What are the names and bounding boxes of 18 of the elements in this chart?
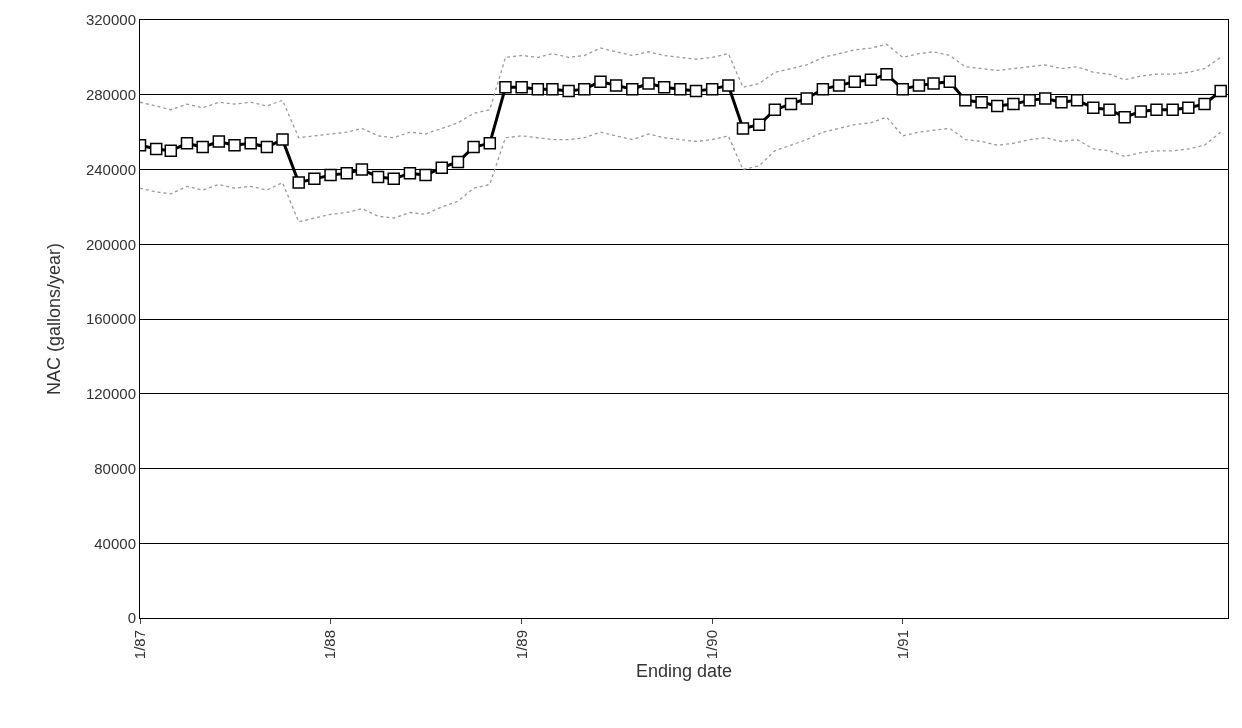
x-tick-label: 1/91 xyxy=(893,630,911,660)
y-tick-label: 160000 xyxy=(85,310,136,328)
x-tick-label: 1/90 xyxy=(703,630,721,660)
x-tick-label: 1/89 xyxy=(512,630,530,660)
x-axis-title: Ending date xyxy=(635,661,733,682)
y-tick-label: 280000 xyxy=(85,86,136,103)
x-tick-label: 1/87 xyxy=(130,630,148,660)
line-series xyxy=(140,116,1222,223)
y-tick-label: 0 xyxy=(127,609,136,627)
y-tick-label: 320000 xyxy=(85,11,136,29)
y-tick-label: 80000 xyxy=(94,459,136,477)
x-tick-label: 1/88 xyxy=(321,630,339,660)
y-tick-label: 240000 xyxy=(85,160,136,178)
y-axis-title: NAC (gallons/year) xyxy=(44,242,65,396)
line-series xyxy=(140,43,1222,139)
y-tick-label: 120000 xyxy=(85,385,136,402)
y-tick-label: 200000 xyxy=(85,235,136,253)
y-tick-label: 40000 xyxy=(94,534,136,552)
